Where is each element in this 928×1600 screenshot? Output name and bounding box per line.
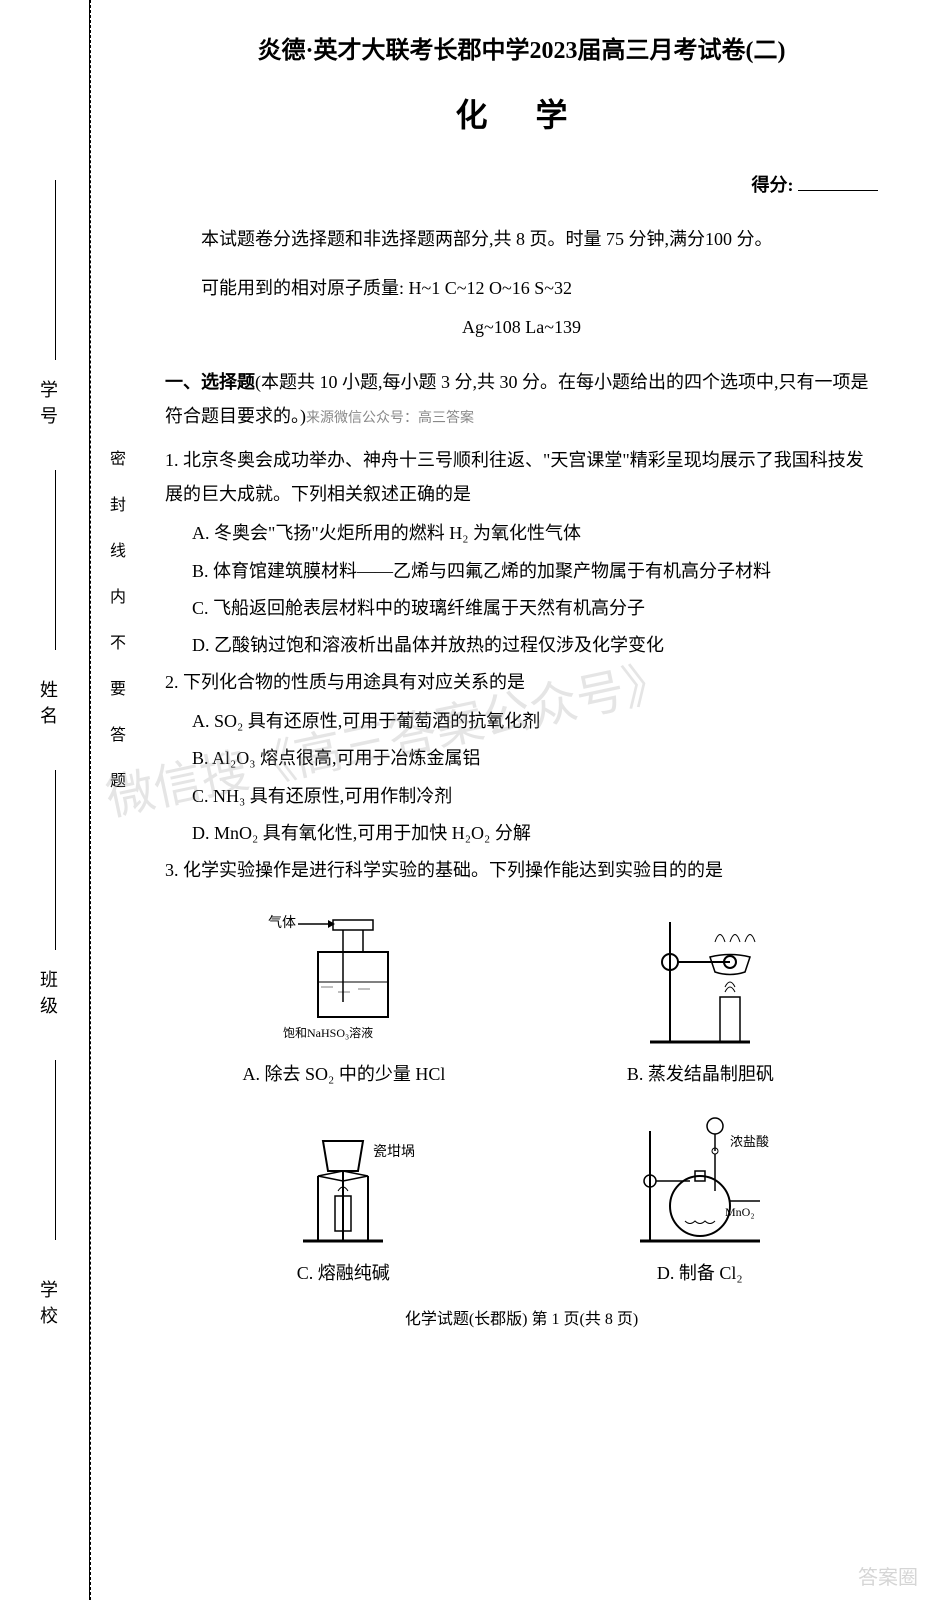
figure-a: 气体 饱和NaHSO₃溶液 A. 除去 SO₂ 中的少量 H: [243, 902, 446, 1086]
figure-row-2: 瓷坩埚 C. 熔融纯碱: [165, 1101, 878, 1285]
subject-title: 化 学: [165, 90, 878, 136]
source-note: 来源微信公众号：高三答案: [306, 411, 474, 426]
crucible-label: 瓷坩埚: [373, 1144, 415, 1160]
q2-option-a: A. SO₂ 具有还原性,可用于葡萄酒的抗氧化剂: [165, 704, 878, 738]
intro-text: 本试题卷分选择题和非选择题两部分,共 8 页。时量 75 分钟,满分100 分。: [165, 222, 878, 256]
q2-option-d: D. MnO₂ 具有氧化性,可用于加快 H₂O₂ 分解: [165, 816, 878, 850]
atomic-mass-line1: 可能用到的相对原子质量: H~1 C~12 O~16 S~32: [165, 271, 878, 305]
margin-line: [55, 180, 56, 360]
margin-line: [55, 1060, 56, 1240]
q1-option-c: C. 飞船返回舱表层材料中的玻璃纤维属于天然有机高分子: [165, 591, 878, 625]
solution-label: 饱和NaHSO₃溶液: [283, 1025, 373, 1040]
crucible-diagram: 瓷坩埚: [243, 1101, 443, 1251]
seal-line-text: 密封线内不要答题: [103, 450, 127, 818]
figure-row-1: 气体 饱和NaHSO₃溶液 A. 除去 SO₂ 中的少量 H: [165, 902, 878, 1086]
q1-option-b: B. 体育馆建筑膜材料——乙烯与四氟乙烯的加聚产物属于有机高分子材料: [165, 554, 878, 588]
label-student-id: 学号: [35, 380, 61, 432]
hcl-label: 浓盐酸: [730, 1134, 769, 1149]
margin-line: [55, 470, 56, 650]
section-1-header: 一、选择题(本题共 10 小题,每小题 3 分,共 30 分。在每小题给出的四个…: [165, 365, 878, 433]
figure-c: 瓷坩埚 C. 熔融纯碱: [243, 1101, 443, 1285]
fig-c-caption: C. 熔融纯碱: [243, 1259, 443, 1285]
atomic-mass-line2: Ag~108 La~139: [165, 310, 878, 344]
main-content: 炎德·英才大联考长郡中学2023届高三月考试卷(二) 化 学 得分: 本试题卷分…: [135, 0, 928, 1600]
label-class: 班级: [35, 970, 61, 1022]
figure-d: 浓盐酸 MnO₂ D. 制备 Cl₂: [600, 1101, 800, 1285]
q1-option-d: D. 乙酸钠过饱和溶液析出晶体并放热的过程仅涉及化学变化: [165, 628, 878, 662]
margin-line: [55, 770, 56, 950]
seal-line: 密封线内不要答题: [90, 0, 135, 1600]
chlorine-prep-diagram: 浓盐酸 MnO₂: [600, 1101, 800, 1251]
score-label: 得分:: [752, 175, 794, 195]
label-name: 姓名: [35, 680, 61, 732]
question-1: 1. 北京冬奥会成功举办、神舟十三号顺利往返、"天宫课堂"精彩呈现均展示了我国科…: [165, 443, 878, 511]
atomic-mass-values-1: H~1 C~12 O~16 S~32: [409, 278, 572, 298]
left-margin-binding: 学号 姓名 班级 学校: [0, 0, 90, 1600]
question-3: 3. 化学实验操作是进行科学实验的基础。下列操作能达到实验目的的是: [165, 853, 878, 887]
score-line: 得分:: [165, 171, 878, 197]
fig-a-caption: A. 除去 SO₂ 中的少量 HCl: [243, 1060, 446, 1086]
mno2-label: MnO₂: [725, 1205, 755, 1219]
gas-label: 气体: [268, 915, 296, 931]
q1-option-a: A. 冬奥会"飞扬"火炬所用的燃料 H₂ 为氧化性气体: [165, 516, 878, 550]
q2-option-b: B. Al₂O₃ 熔点很高,可用于冶炼金属铝: [165, 741, 878, 775]
figure-b: B. 蒸发结晶制胆矾: [600, 902, 800, 1086]
label-school: 学校: [35, 1280, 61, 1332]
page-footer: 化学试题(长郡版) 第 1 页(共 8 页): [165, 1305, 878, 1329]
atomic-mass-label: 可能用到的相对原子质量:: [201, 278, 404, 298]
exam-title: 炎德·英才大联考长郡中学2023届高三月考试卷(二): [165, 30, 878, 65]
question-2: 2. 下列化合物的性质与用途具有对应关系的是: [165, 665, 878, 699]
score-blank: [798, 190, 878, 191]
fig-b-caption: B. 蒸发结晶制胆矾: [600, 1060, 800, 1086]
fig-d-caption: D. 制备 Cl₂: [600, 1259, 800, 1285]
section-1-title: 一、选择题: [165, 372, 255, 392]
evaporation-diagram: [600, 902, 800, 1052]
q2-option-c: C. NH₃ 具有还原性,可用作制冷剂: [165, 779, 878, 813]
section-1-desc: (本题共 10 小题,每小题 3 分,共 30 分。在每小题给出的四个选项中,只…: [165, 372, 869, 426]
gas-washing-diagram: 气体 饱和NaHSO₃溶液: [243, 902, 443, 1052]
